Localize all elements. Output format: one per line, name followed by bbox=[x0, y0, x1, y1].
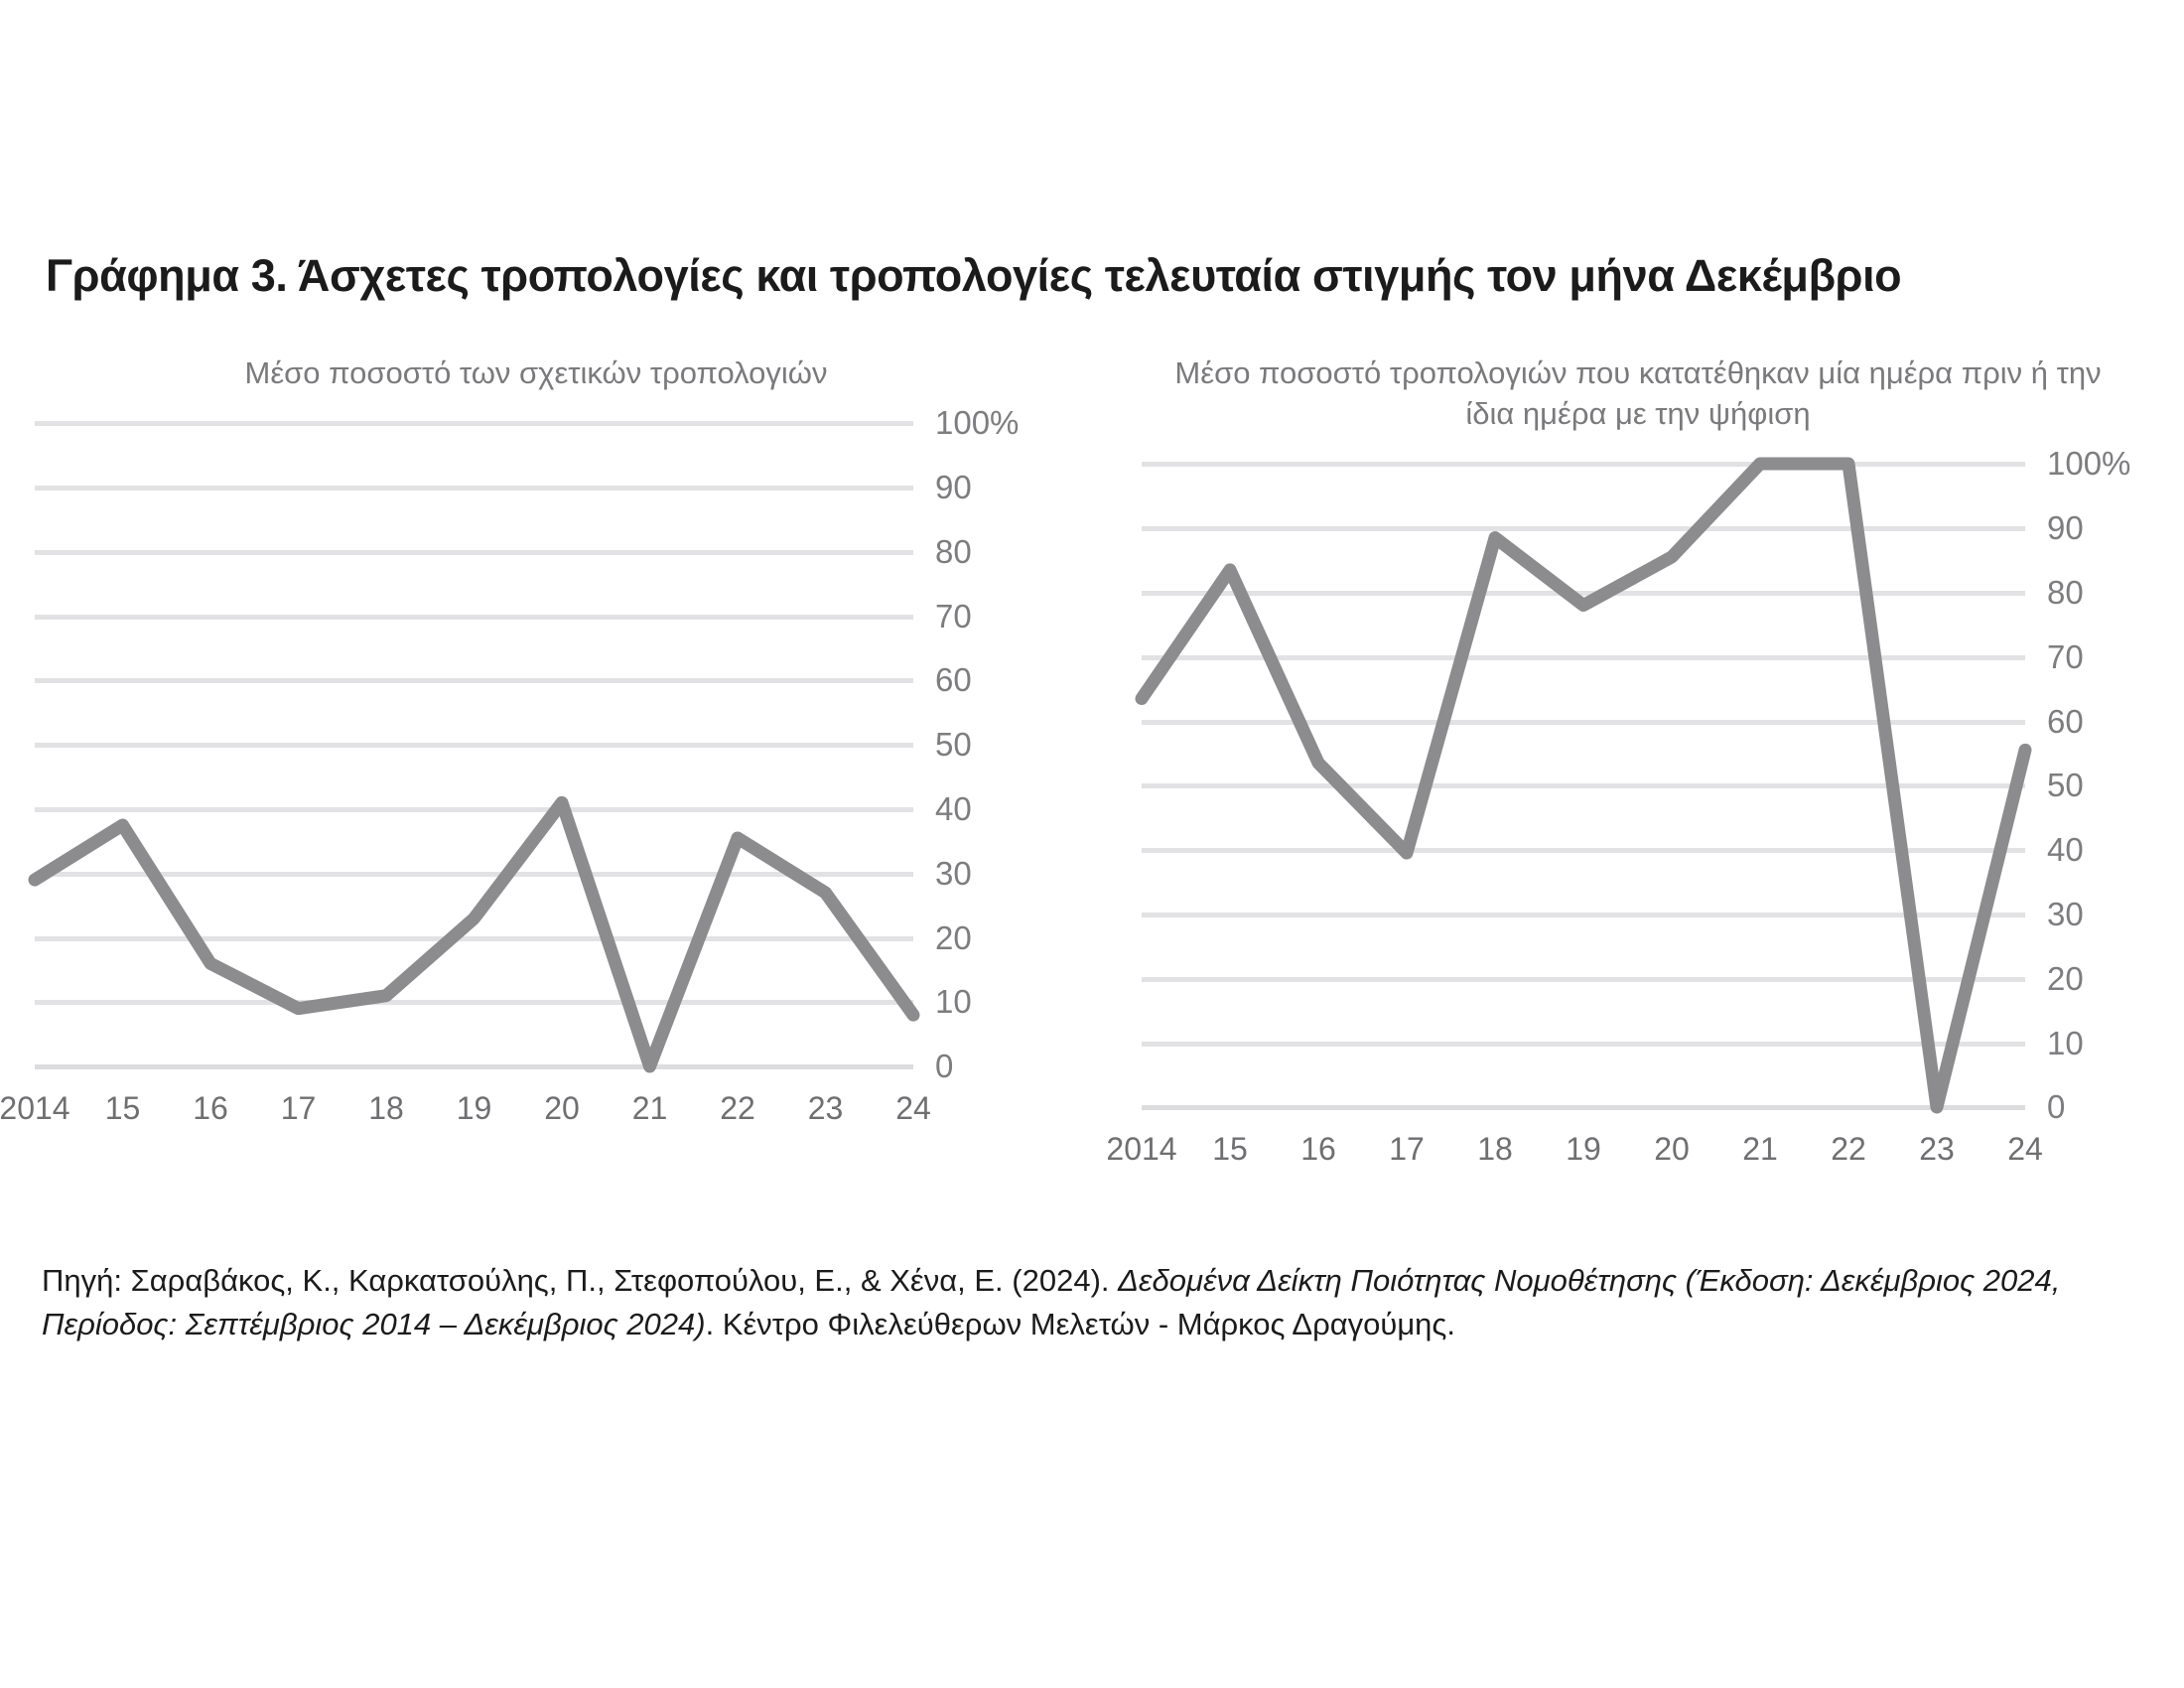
y-tick-label: 30 bbox=[935, 854, 972, 892]
y-axis-labels-right: 0 10 20 30 40 50 60 70 80 90 100% bbox=[2025, 445, 2174, 1125]
chart-subtitle-left: Μέσο ποσοστό των σχετικών τροπολογιών bbox=[244, 355, 828, 390]
data-series-right bbox=[1142, 464, 2025, 1107]
y-tick-label: 80 bbox=[935, 532, 972, 570]
x-tick-label: 16 bbox=[193, 1090, 228, 1127]
x-tick-label: 24 bbox=[895, 1090, 931, 1127]
gridline bbox=[1142, 591, 2025, 597]
chart-subtitle-right: Μέσο ποσοστό τροπολογιών που κατατέθηκαν… bbox=[1174, 355, 2102, 432]
y-tick-label: 30 bbox=[2047, 896, 2084, 933]
x-tick-label: 16 bbox=[1300, 1131, 1336, 1168]
series-line bbox=[1142, 464, 2025, 1107]
y-tick-label: 60 bbox=[935, 661, 972, 699]
source-note: Πηγή: Σαραβάκος, Κ., Καρκατσούλης, Π., Σ… bbox=[42, 1259, 2116, 1346]
gridline bbox=[1142, 1041, 2025, 1047]
y-tick-label: 40 bbox=[2047, 831, 2084, 869]
plot-wrapper-left: 0 10 20 30 40 50 60 70 80 90 100% 2014 15 16 17 18 19 20… bbox=[0, 404, 1072, 1150]
gridline bbox=[35, 421, 913, 427]
gridline bbox=[1142, 462, 2025, 468]
x-tick-label: 15 bbox=[104, 1090, 141, 1127]
gridline bbox=[1142, 783, 2025, 789]
y-tick-label: 70 bbox=[935, 597, 972, 634]
x-tick-label: 22 bbox=[1831, 1131, 1866, 1168]
page-title: Γράφημα 3. Άσχετες τροπολογίες και τροπο… bbox=[46, 250, 1902, 301]
x-tick-label: 18 bbox=[1477, 1131, 1513, 1168]
plot-wrapper-right: 0 10 20 30 40 50 60 70 80 90 100% 2014 15 16 17 18 19 20… bbox=[1092, 445, 2184, 1191]
gridline bbox=[35, 486, 913, 492]
x-tick-label: 24 bbox=[2007, 1131, 2043, 1168]
y-tick-label: 90 bbox=[935, 469, 972, 506]
x-axis-labels-right: 2014 15 16 17 18 19 20 21 22 23 24 bbox=[1106, 1131, 2042, 1191]
gridline bbox=[35, 678, 913, 684]
gridline bbox=[1142, 913, 2025, 918]
x-tick-label: 19 bbox=[1566, 1131, 1601, 1168]
gridline bbox=[35, 807, 913, 813]
y-tick-label: 80 bbox=[2047, 574, 2084, 612]
y-tick-label: 20 bbox=[935, 918, 972, 956]
plot-area-right: 0 10 20 30 40 50 60 70 80 90 100% bbox=[1142, 445, 2130, 1125]
gridline bbox=[1142, 976, 2025, 982]
gridline bbox=[1142, 526, 2025, 532]
x-tick-label: 19 bbox=[456, 1090, 492, 1127]
y-tick-label: 0 bbox=[935, 1048, 954, 1085]
gridline bbox=[1142, 719, 2025, 725]
y-tick-label: 50 bbox=[935, 726, 972, 764]
x-tick-label: 2014 bbox=[0, 1090, 70, 1127]
source-suffix: . Κέντρο Φιλελεύθερων Μελετών - Μάρκος Δ… bbox=[705, 1307, 1455, 1342]
chart-panel-right: Μέσο ποσοστό τροπολογιών που κατατέθηκαν… bbox=[1092, 352, 2184, 1191]
gridline bbox=[1142, 654, 2025, 660]
y-tick-label: 70 bbox=[2047, 637, 2084, 675]
gridline bbox=[1142, 848, 2025, 854]
gridline bbox=[35, 935, 913, 941]
x-tick-label: 23 bbox=[1919, 1131, 1955, 1168]
gridline bbox=[1142, 1105, 2025, 1111]
plot-area-left: 0 10 20 30 40 50 60 70 80 90 100% bbox=[35, 404, 1019, 1084]
x-tick-label: 20 bbox=[544, 1090, 580, 1127]
gridlines-right bbox=[1142, 462, 2025, 1111]
x-tick-label: 21 bbox=[1742, 1131, 1778, 1168]
x-tick-label: 21 bbox=[631, 1090, 668, 1127]
chart-panel-left: Μέσο ποσοστό των σχετικών τροπολογιών 0 1… bbox=[0, 352, 1072, 1150]
source-title-italic: Δεδομένα Δείκτη Ποιότητας Νομοθέτησης (Έ… bbox=[42, 1263, 2061, 1342]
x-tick-label: 18 bbox=[368, 1090, 404, 1127]
gridline bbox=[35, 614, 913, 620]
gridline bbox=[35, 743, 913, 749]
data-series-left bbox=[35, 423, 913, 1066]
gridline bbox=[35, 549, 913, 555]
x-axis-labels-left: 2014 15 16 17 18 19 20 21 22 23 24 bbox=[0, 1090, 931, 1150]
x-tick-label: 17 bbox=[1389, 1131, 1425, 1168]
x-tick-label: 23 bbox=[807, 1090, 844, 1127]
gridline bbox=[35, 871, 913, 877]
y-tick-label: 0 bbox=[2047, 1088, 2066, 1126]
x-tick-label: 2014 bbox=[1106, 1131, 1177, 1168]
x-tick-label: 15 bbox=[1212, 1131, 1248, 1168]
y-tick-label: 100% bbox=[2047, 445, 2131, 483]
series-line bbox=[35, 803, 913, 1067]
x-tick-label: 22 bbox=[720, 1090, 755, 1127]
y-tick-label: 60 bbox=[2047, 702, 2084, 740]
gridline bbox=[35, 1000, 913, 1006]
gridline bbox=[35, 1064, 913, 1070]
y-tick-label: 50 bbox=[2047, 767, 2084, 804]
y-tick-label: 10 bbox=[2047, 1024, 2084, 1061]
y-tick-label: 90 bbox=[2047, 509, 2084, 547]
source-prefix: Πηγή: Σαραβάκος, Κ., Καρκατσούλης, Π., Σ… bbox=[42, 1263, 1119, 1298]
y-tick-label: 10 bbox=[935, 983, 972, 1021]
y-tick-label: 20 bbox=[2047, 959, 2084, 997]
y-tick-label: 100% bbox=[935, 404, 1020, 442]
x-tick-label: 20 bbox=[1654, 1131, 1690, 1168]
y-tick-label: 40 bbox=[935, 790, 972, 828]
gridlines-left bbox=[35, 421, 913, 1070]
x-tick-label: 17 bbox=[280, 1090, 317, 1127]
y-axis-labels-left: 0 10 20 30 40 50 60 70 80 90 100% bbox=[913, 404, 1062, 1084]
